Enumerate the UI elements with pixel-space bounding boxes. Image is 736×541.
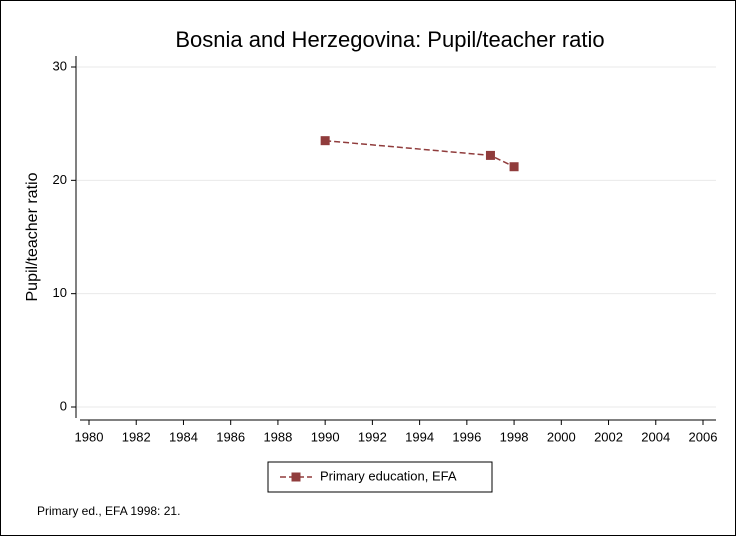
marker [320, 136, 330, 146]
note: Primary ed., EFA 1998: 21. [37, 504, 180, 518]
x-tick-label: 1996 [452, 429, 481, 444]
x-tick-label: 2004 [641, 429, 670, 444]
x-tick-label: 2006 [689, 429, 718, 444]
marker [485, 150, 495, 160]
chart-title: Bosnia and Herzegovina: Pupil/teacher ra… [175, 27, 604, 52]
y-tick-label: 10 [53, 285, 67, 300]
y-tick-label: 30 [53, 58, 67, 73]
x-tick-label: 2000 [547, 429, 576, 444]
x-tick-label: 1984 [169, 429, 198, 444]
x-tick-label: 1988 [263, 429, 292, 444]
legend-marker [291, 472, 301, 482]
marker [509, 162, 519, 172]
x-tick-label: 1998 [500, 429, 529, 444]
y-tick-label: 0 [60, 398, 67, 413]
x-tick-label: 2002 [594, 429, 623, 444]
y-axis-label: Pupil/teacher ratio [24, 172, 41, 301]
legend-label: Primary education, EFA [320, 468, 457, 483]
legend-box [267, 461, 493, 493]
x-tick-label: 1990 [311, 429, 340, 444]
x-tick-label: 1980 [75, 429, 104, 444]
x-tick-label: 1982 [122, 429, 151, 444]
x-tick-label: 1986 [216, 429, 245, 444]
y-tick-label: 20 [53, 172, 67, 187]
x-tick-label: 1992 [358, 429, 387, 444]
x-tick-label: 1994 [405, 429, 434, 444]
